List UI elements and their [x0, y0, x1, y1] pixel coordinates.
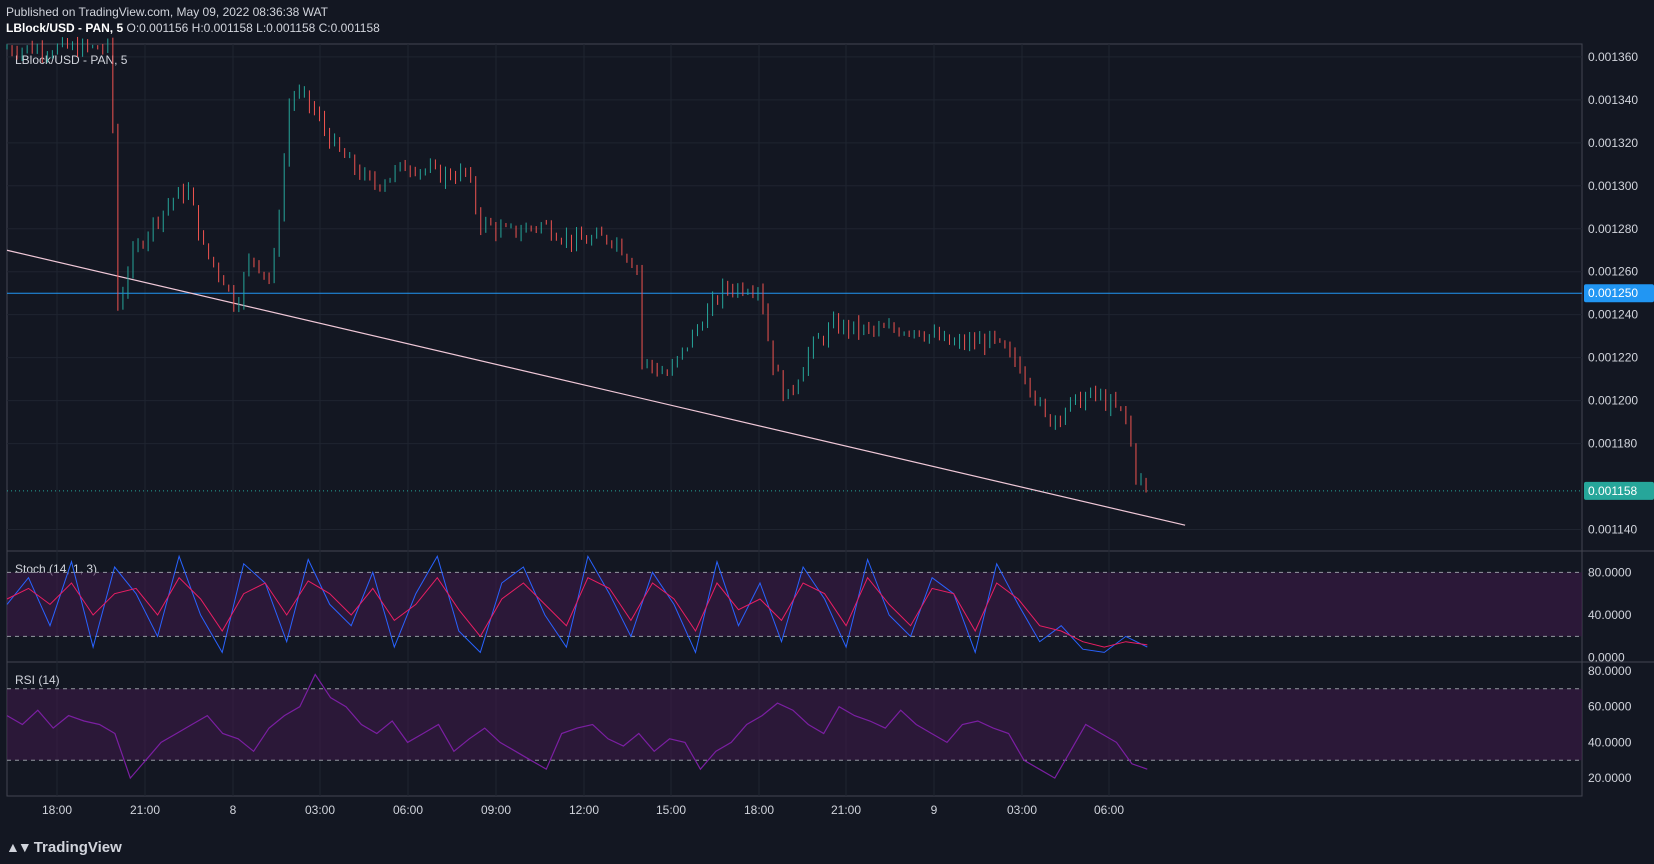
last-price-badge: [1584, 481, 1654, 500]
price-tick-label: 0.001260: [1588, 265, 1638, 279]
x-tick-label: 06:00: [393, 803, 423, 817]
stoch-band-fill: [7, 572, 1582, 637]
price-tick-label: 0.001240: [1588, 308, 1638, 322]
price-tick-label: 0.001340: [1588, 93, 1638, 107]
price-tick-label: 0.001280: [1588, 222, 1638, 236]
published-caption: Published on TradingView.com, May 09, 20…: [6, 5, 328, 19]
price-tick-label: 0.001360: [1588, 50, 1638, 64]
rsi-band-fill: [7, 688, 1582, 761]
price-tick-label: 0.001320: [1588, 136, 1638, 150]
price-pane-label: LBlock/USD - PAN, 5: [15, 53, 128, 67]
rsi-tick-label: 80.0000: [1588, 664, 1632, 678]
rsi-line: [6, 673, 1148, 780]
x-tick-label: 12:00: [569, 803, 599, 817]
x-tick-label: 21:00: [130, 803, 160, 817]
x-tick-label: 03:00: [305, 803, 335, 817]
ohlc-line: LBlock/USD - PAN, 5 O:0.001156 H:0.00115…: [6, 20, 380, 36]
rsi-tick-label: 40.0000: [1588, 735, 1632, 749]
x-tick-label: 18:00: [744, 803, 774, 817]
price-tick-label: 0.001220: [1588, 351, 1638, 365]
last-price-label: 0.001158: [1588, 484, 1637, 498]
stoch-tick-label: 0.0000: [1588, 651, 1625, 665]
tradingview-logo-icon: ▲▼: [6, 839, 32, 855]
x-tick-label: 9: [931, 803, 938, 817]
plot-frame: [6, 43, 1583, 797]
price-tick-label: 0.001180: [1588, 437, 1637, 451]
rsi-pane-label: RSI (14): [15, 673, 60, 687]
brand-name: TradingView: [33, 838, 122, 856]
x-tick-label: 18:00: [42, 803, 72, 817]
x-tick-label: 06:00: [1094, 803, 1124, 817]
tradingview-brand: ▲▼ TradingView: [6, 836, 122, 858]
stoch-d-line: [6, 576, 1148, 648]
x-tick-label: 8: [230, 803, 237, 817]
x-tick-label: 21:00: [831, 803, 861, 817]
x-tick-label: 03:00: [1007, 803, 1037, 817]
ohlc-values: O:0.001156 H:0.001158 L:0.001158 C:0.001…: [126, 21, 380, 35]
chart-header: Published on TradingView.com, May 09, 20…: [6, 4, 380, 36]
level-price-label: 0.001250: [1588, 286, 1638, 300]
price-tick-label: 0.001300: [1588, 179, 1638, 193]
price-tick-label: 0.001200: [1588, 394, 1638, 408]
rsi-tick-label: 60.0000: [1588, 700, 1632, 714]
level-price-badge: [1584, 284, 1654, 303]
trendline[interactable]: [6, 249, 1186, 526]
rsi-tick-label: 20.0000: [1588, 771, 1632, 785]
stoch-tick-label: 40.0000: [1588, 608, 1632, 622]
x-tick-label: 15:00: [656, 803, 686, 817]
x-tick-label: 09:00: [481, 803, 511, 817]
price-tick-label: 0.001140: [1588, 523, 1637, 537]
symbol-label: LBlock/USD - PAN, 5: [6, 21, 124, 35]
stoch-tick-label: 80.0000: [1588, 565, 1632, 579]
